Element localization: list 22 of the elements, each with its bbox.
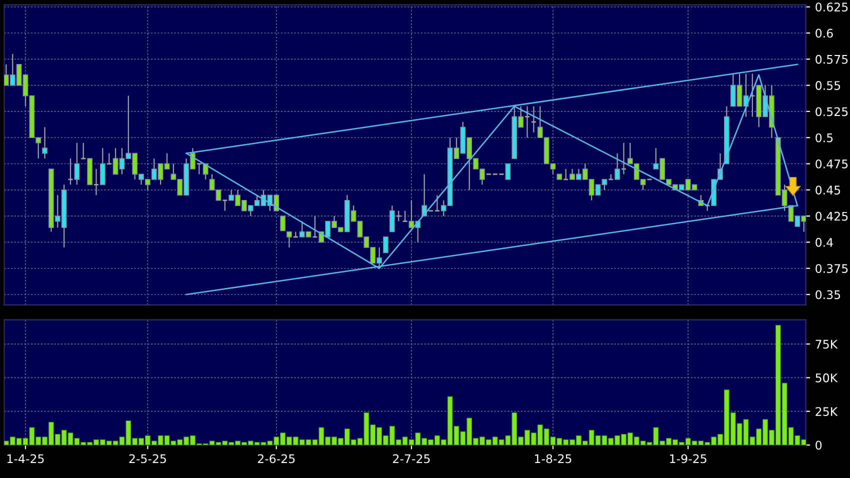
y-tick-label: 0.625 (816, 2, 848, 12)
y-tick-label: 0.35 (816, 290, 840, 300)
x-tick-label: 1-4-25 (7, 454, 44, 464)
x-tick-label: 2-6-25 (258, 454, 295, 464)
x-tick-label: 2-7-25 (393, 454, 430, 464)
y-tick-label: 0.45 (816, 186, 840, 195)
y-tick-label: 0.6 (816, 28, 833, 38)
y-tick-label: 50K (816, 373, 838, 382)
y-tick-label: 0.5 (816, 133, 833, 142)
y-tick-label: 0.4 (816, 238, 833, 247)
y-tick-label: 0.55 (816, 81, 840, 90)
y-tick-label: 0.425 (816, 212, 848, 221)
y-tick-label: 0.375 (816, 264, 848, 274)
y-tick-label: 0.525 (816, 107, 848, 116)
x-tick-label: 1-9-25 (670, 454, 706, 464)
y-tick-label: 0.475 (816, 159, 848, 168)
y-tick-label: 0.575 (816, 54, 848, 64)
y-tick-label: 0 (816, 440, 822, 450)
x-tick-label: 1-8-25 (535, 454, 572, 464)
y-tick-label: 75K (816, 340, 838, 349)
x-tick-label: 2-5-25 (129, 454, 166, 464)
y-tick-label: 25K (816, 407, 838, 416)
